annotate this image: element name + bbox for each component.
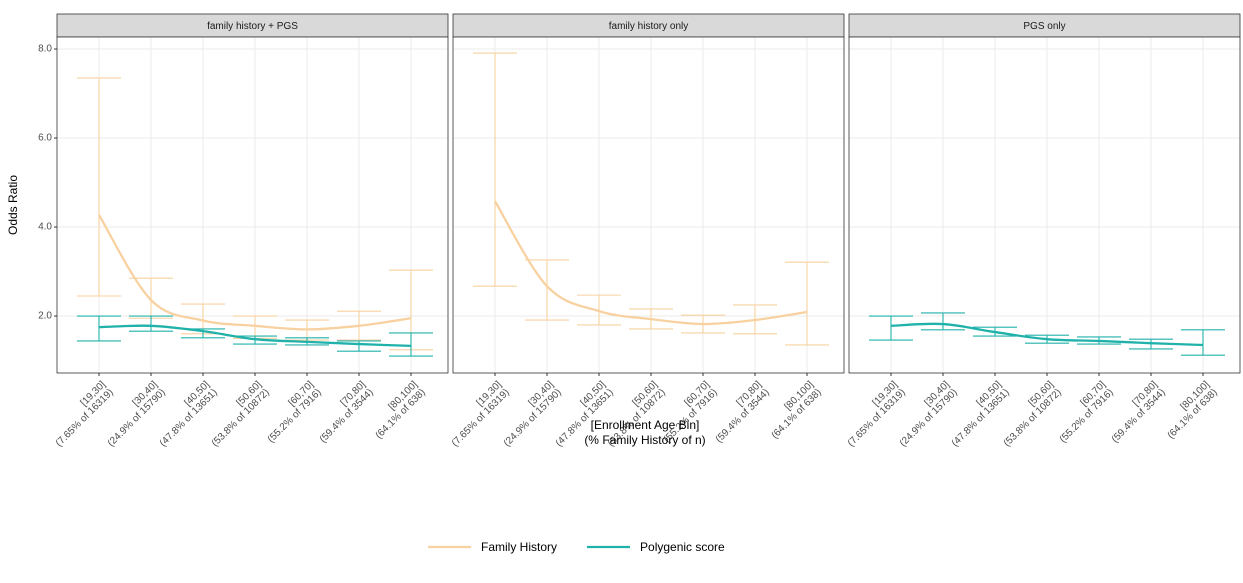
- panel-border: [56, 36, 449, 374]
- error-bar: [473, 52, 517, 287]
- error-bar: [869, 315, 913, 341]
- error-bar: [77, 77, 121, 297]
- error-bar: [1181, 329, 1225, 356]
- error-bar: [785, 261, 829, 346]
- legend-label: Family History: [481, 540, 557, 554]
- x-axis-title: (% Family History of n): [584, 433, 705, 447]
- x-axis-title: [Enrollment Age Bin]: [591, 418, 700, 432]
- strip-title: PGS only: [1023, 21, 1065, 32]
- y-tick-label: 6.0: [38, 133, 52, 144]
- smooth-line: [98, 214, 412, 331]
- legend-label: Polygenic score: [640, 540, 725, 554]
- error-bar: [389, 332, 433, 357]
- y-tick-label: 8.0: [38, 44, 52, 55]
- panel-background: [57, 37, 448, 373]
- error-bar: [337, 340, 381, 352]
- error-bar: [77, 315, 121, 342]
- strip-title: family history only: [609, 21, 688, 32]
- y-axis-title: Odds Ratio: [6, 175, 20, 235]
- panel-border: [452, 36, 845, 374]
- panel-background: [849, 37, 1240, 373]
- smooth-line: [98, 324, 412, 348]
- panel-border: [848, 36, 1241, 374]
- panel-background: [453, 37, 844, 373]
- y-tick-label: 2.0: [38, 311, 52, 322]
- error-bar: [921, 312, 965, 331]
- error-bar: [525, 259, 569, 321]
- y-tick-label: 4.0: [38, 222, 52, 233]
- smooth-line: [890, 322, 1204, 347]
- smooth-line: [494, 200, 808, 326]
- strip-title: family history + PGS: [207, 21, 298, 32]
- error-bar: [129, 315, 173, 332]
